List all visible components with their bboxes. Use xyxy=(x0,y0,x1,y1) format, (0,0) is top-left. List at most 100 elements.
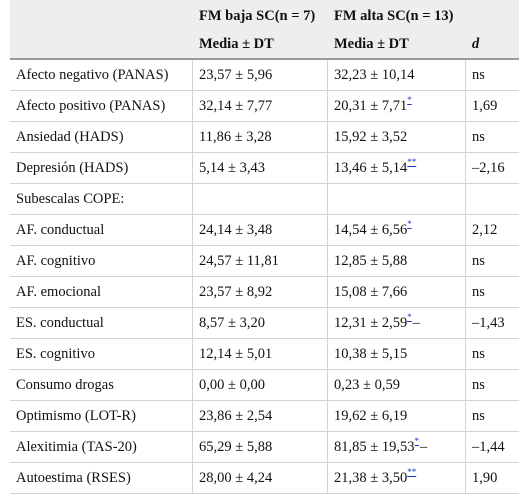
significance-footnote-link[interactable]: * xyxy=(407,219,412,229)
row-label: AF. conductual xyxy=(10,215,193,246)
cell-effect-size: ns xyxy=(466,60,519,91)
header-group-low: FM baja SC(n = 7) xyxy=(193,0,328,30)
table-row: Ansiedad (HADS) 11,86 ± 3,28 15,92 ± 3,52 n… xyxy=(10,122,519,153)
row-label: Consumo drogas xyxy=(10,370,193,401)
cell-high-sc: 15,92 ± 3,52 xyxy=(328,122,466,153)
cell-effect-size: ns xyxy=(466,277,519,308)
row-label: ES. cognitivo xyxy=(10,339,193,370)
significance-footnote-link[interactable]: ** xyxy=(407,467,416,477)
table-row: AF. cognitivo 24,57 ± 11,81 12,85 ± 5,88 ns xyxy=(10,246,519,277)
cell-low-sc: 23,86 ± 2,54 xyxy=(193,401,328,432)
header-row-groups: FM baja SC(n = 7) FM alta SC(n = 13) xyxy=(10,0,519,30)
significance-footnote-link[interactable]: * xyxy=(414,436,419,446)
cell-effect-size: –2,16 xyxy=(466,153,519,184)
row-label: Afecto negativo (PANAS) xyxy=(10,60,193,91)
cell-low-sc: 24,57 ± 11,81 xyxy=(193,246,328,277)
row-label: Ansiedad (HADS) xyxy=(10,122,193,153)
cell-high-sc: 14,54 ± 6,56* xyxy=(328,215,466,246)
cell-effect-size: 1,69 xyxy=(466,91,519,122)
cell-high-sc-dash: – xyxy=(420,439,427,455)
cell-high-sc: 0,23 ± 0,59 xyxy=(328,370,466,401)
row-label: Subescalas COPE: xyxy=(10,184,193,215)
cell-high-sc: 12,85 ± 5,88 xyxy=(328,246,466,277)
cell-low-sc: 11,86 ± 3,28 xyxy=(193,122,328,153)
header-mean-sd-high: Media ± DT xyxy=(328,30,466,60)
cell-high-sc: 10,38 ± 5,15 xyxy=(328,339,466,370)
table-row: ES. conductual 8,57 ± 3,20 12,31 ± 2,59*– –… xyxy=(10,308,519,339)
row-label: ES. conductual xyxy=(10,308,193,339)
cell-low-sc: 5,14 ± 3,43 xyxy=(193,153,328,184)
header-effect-size: d xyxy=(466,30,519,60)
cell-high-sc: 81,85 ± 19,53*– xyxy=(328,432,466,463)
row-label: AF. emocional xyxy=(10,277,193,308)
header-empty-cell-d xyxy=(466,0,519,30)
cell-high-sc-value: 12,85 ± 5,88 xyxy=(334,253,407,269)
table-row: Afecto negativo (PANAS) 23,57 ± 5,96 32,23… xyxy=(10,60,519,91)
cell-low-sc: 23,57 ± 5,96 xyxy=(193,60,328,91)
significance-footnote-link[interactable]: * xyxy=(407,95,412,105)
cell-low-sc: 0,00 ± 0,00 xyxy=(193,370,328,401)
cell-effect-size: –1,43 xyxy=(466,308,519,339)
cell-low-sc: 28,00 ± 4,24 xyxy=(193,463,328,494)
cell-high-sc-dash: – xyxy=(413,315,420,331)
cell-high-sc: 20,31 ± 7,71* xyxy=(328,91,466,122)
row-label: Alexitimia (TAS-20) xyxy=(10,432,193,463)
data-table-container: FM baja SC(n = 7) FM alta SC(n = 13) Med… xyxy=(10,0,519,494)
table-row: AF. conductual 24,14 ± 3,48 14,54 ± 6,56* 2… xyxy=(10,215,519,246)
cell-low-sc: 23,57 ± 8,92 xyxy=(193,277,328,308)
table-row: Consumo drogas 0,00 ± 0,00 0,23 ± 0,59 ns xyxy=(10,370,519,401)
cell-effect-size: 2,12 xyxy=(466,215,519,246)
header-row-stats: Media ± DT Media ± DT d xyxy=(10,30,519,60)
table-row: ES. cognitivo 12,14 ± 5,01 10,38 ± 5,15 ns xyxy=(10,339,519,370)
cell-high-sc-value: 13,46 ± 5,14 xyxy=(334,160,407,176)
cell-low-sc: 8,57 ± 3,20 xyxy=(193,308,328,339)
cell-low-sc: 24,14 ± 3,48 xyxy=(193,215,328,246)
cell-effect-size: ns xyxy=(466,401,519,432)
cell-high-sc-value: 19,62 ± 6,19 xyxy=(334,408,407,424)
row-label: Optimismo (LOT-R) xyxy=(10,401,193,432)
header-empty-cell xyxy=(10,0,193,30)
cell-high-sc-value: 14,54 ± 6,56 xyxy=(334,222,407,238)
table-row: Afecto positivo (PANAS) 32,14 ± 7,77 20,31… xyxy=(10,91,519,122)
cell-high-sc-value: 15,08 ± 7,66 xyxy=(334,284,407,300)
cell-high-sc-value: 15,92 ± 3,52 xyxy=(334,129,407,145)
table-row: Optimismo (LOT-R) 23,86 ± 2,54 19,62 ± 6,1… xyxy=(10,401,519,432)
results-table: FM baja SC(n = 7) FM alta SC(n = 13) Med… xyxy=(10,0,519,494)
cell-high-sc-value: 12,31 ± 2,59 xyxy=(334,315,407,331)
table-row: Depresión (HADS) 5,14 ± 3,43 13,46 ± 5,14*… xyxy=(10,153,519,184)
table-row: AF. emocional 23,57 ± 8,92 15,08 ± 7,66 ns xyxy=(10,277,519,308)
cell-high-sc-value: 32,23 ± 10,14 xyxy=(334,67,414,83)
cell-effect-size: –1,44 xyxy=(466,432,519,463)
cell-effect-size: ns xyxy=(466,339,519,370)
row-label: Depresión (HADS) xyxy=(10,153,193,184)
cell-effect-size: ns xyxy=(466,246,519,277)
table-row: Autoestima (RSES) 28,00 ± 4,24 21,38 ± 3,5… xyxy=(10,463,519,494)
table-body: Afecto negativo (PANAS) 23,57 ± 5,96 32,23… xyxy=(10,60,519,494)
cell-high-sc-value: 81,85 ± 19,53 xyxy=(334,439,414,455)
cell-high-sc-value: 21,38 ± 3,50 xyxy=(334,470,407,486)
cell-high-sc-value: 10,38 ± 5,15 xyxy=(334,346,407,362)
cell-high-sc-value: 0,23 ± 0,59 xyxy=(334,377,400,393)
cell-low-sc xyxy=(193,184,328,215)
row-label: AF. cognitivo xyxy=(10,246,193,277)
table-row: Alexitimia (TAS-20) 65,29 ± 5,88 81,85 ± 1… xyxy=(10,432,519,463)
cell-low-sc: 12,14 ± 5,01 xyxy=(193,339,328,370)
cell-effect-size xyxy=(466,184,519,215)
cell-high-sc xyxy=(328,184,466,215)
header-group-high: FM alta SC(n = 13) xyxy=(328,0,466,30)
row-label: Autoestima (RSES) xyxy=(10,463,193,494)
significance-footnote-link[interactable]: * xyxy=(407,312,412,322)
cell-low-sc: 32,14 ± 7,77 xyxy=(193,91,328,122)
cell-high-sc: 19,62 ± 6,19 xyxy=(328,401,466,432)
significance-footnote-link[interactable]: ** xyxy=(407,157,416,167)
header-mean-sd-low: Media ± DT xyxy=(193,30,328,60)
row-label: Afecto positivo (PANAS) xyxy=(10,91,193,122)
cell-effect-size: 1,90 xyxy=(466,463,519,494)
cell-high-sc: 21,38 ± 3,50** xyxy=(328,463,466,494)
header-empty-cell-2 xyxy=(10,30,193,60)
cell-high-sc: 12,31 ± 2,59*– xyxy=(328,308,466,339)
cell-high-sc: 15,08 ± 7,66 xyxy=(328,277,466,308)
table-header: FM baja SC(n = 7) FM alta SC(n = 13) Med… xyxy=(10,0,519,60)
cell-low-sc: 65,29 ± 5,88 xyxy=(193,432,328,463)
cell-high-sc-value: 20,31 ± 7,71 xyxy=(334,98,407,114)
